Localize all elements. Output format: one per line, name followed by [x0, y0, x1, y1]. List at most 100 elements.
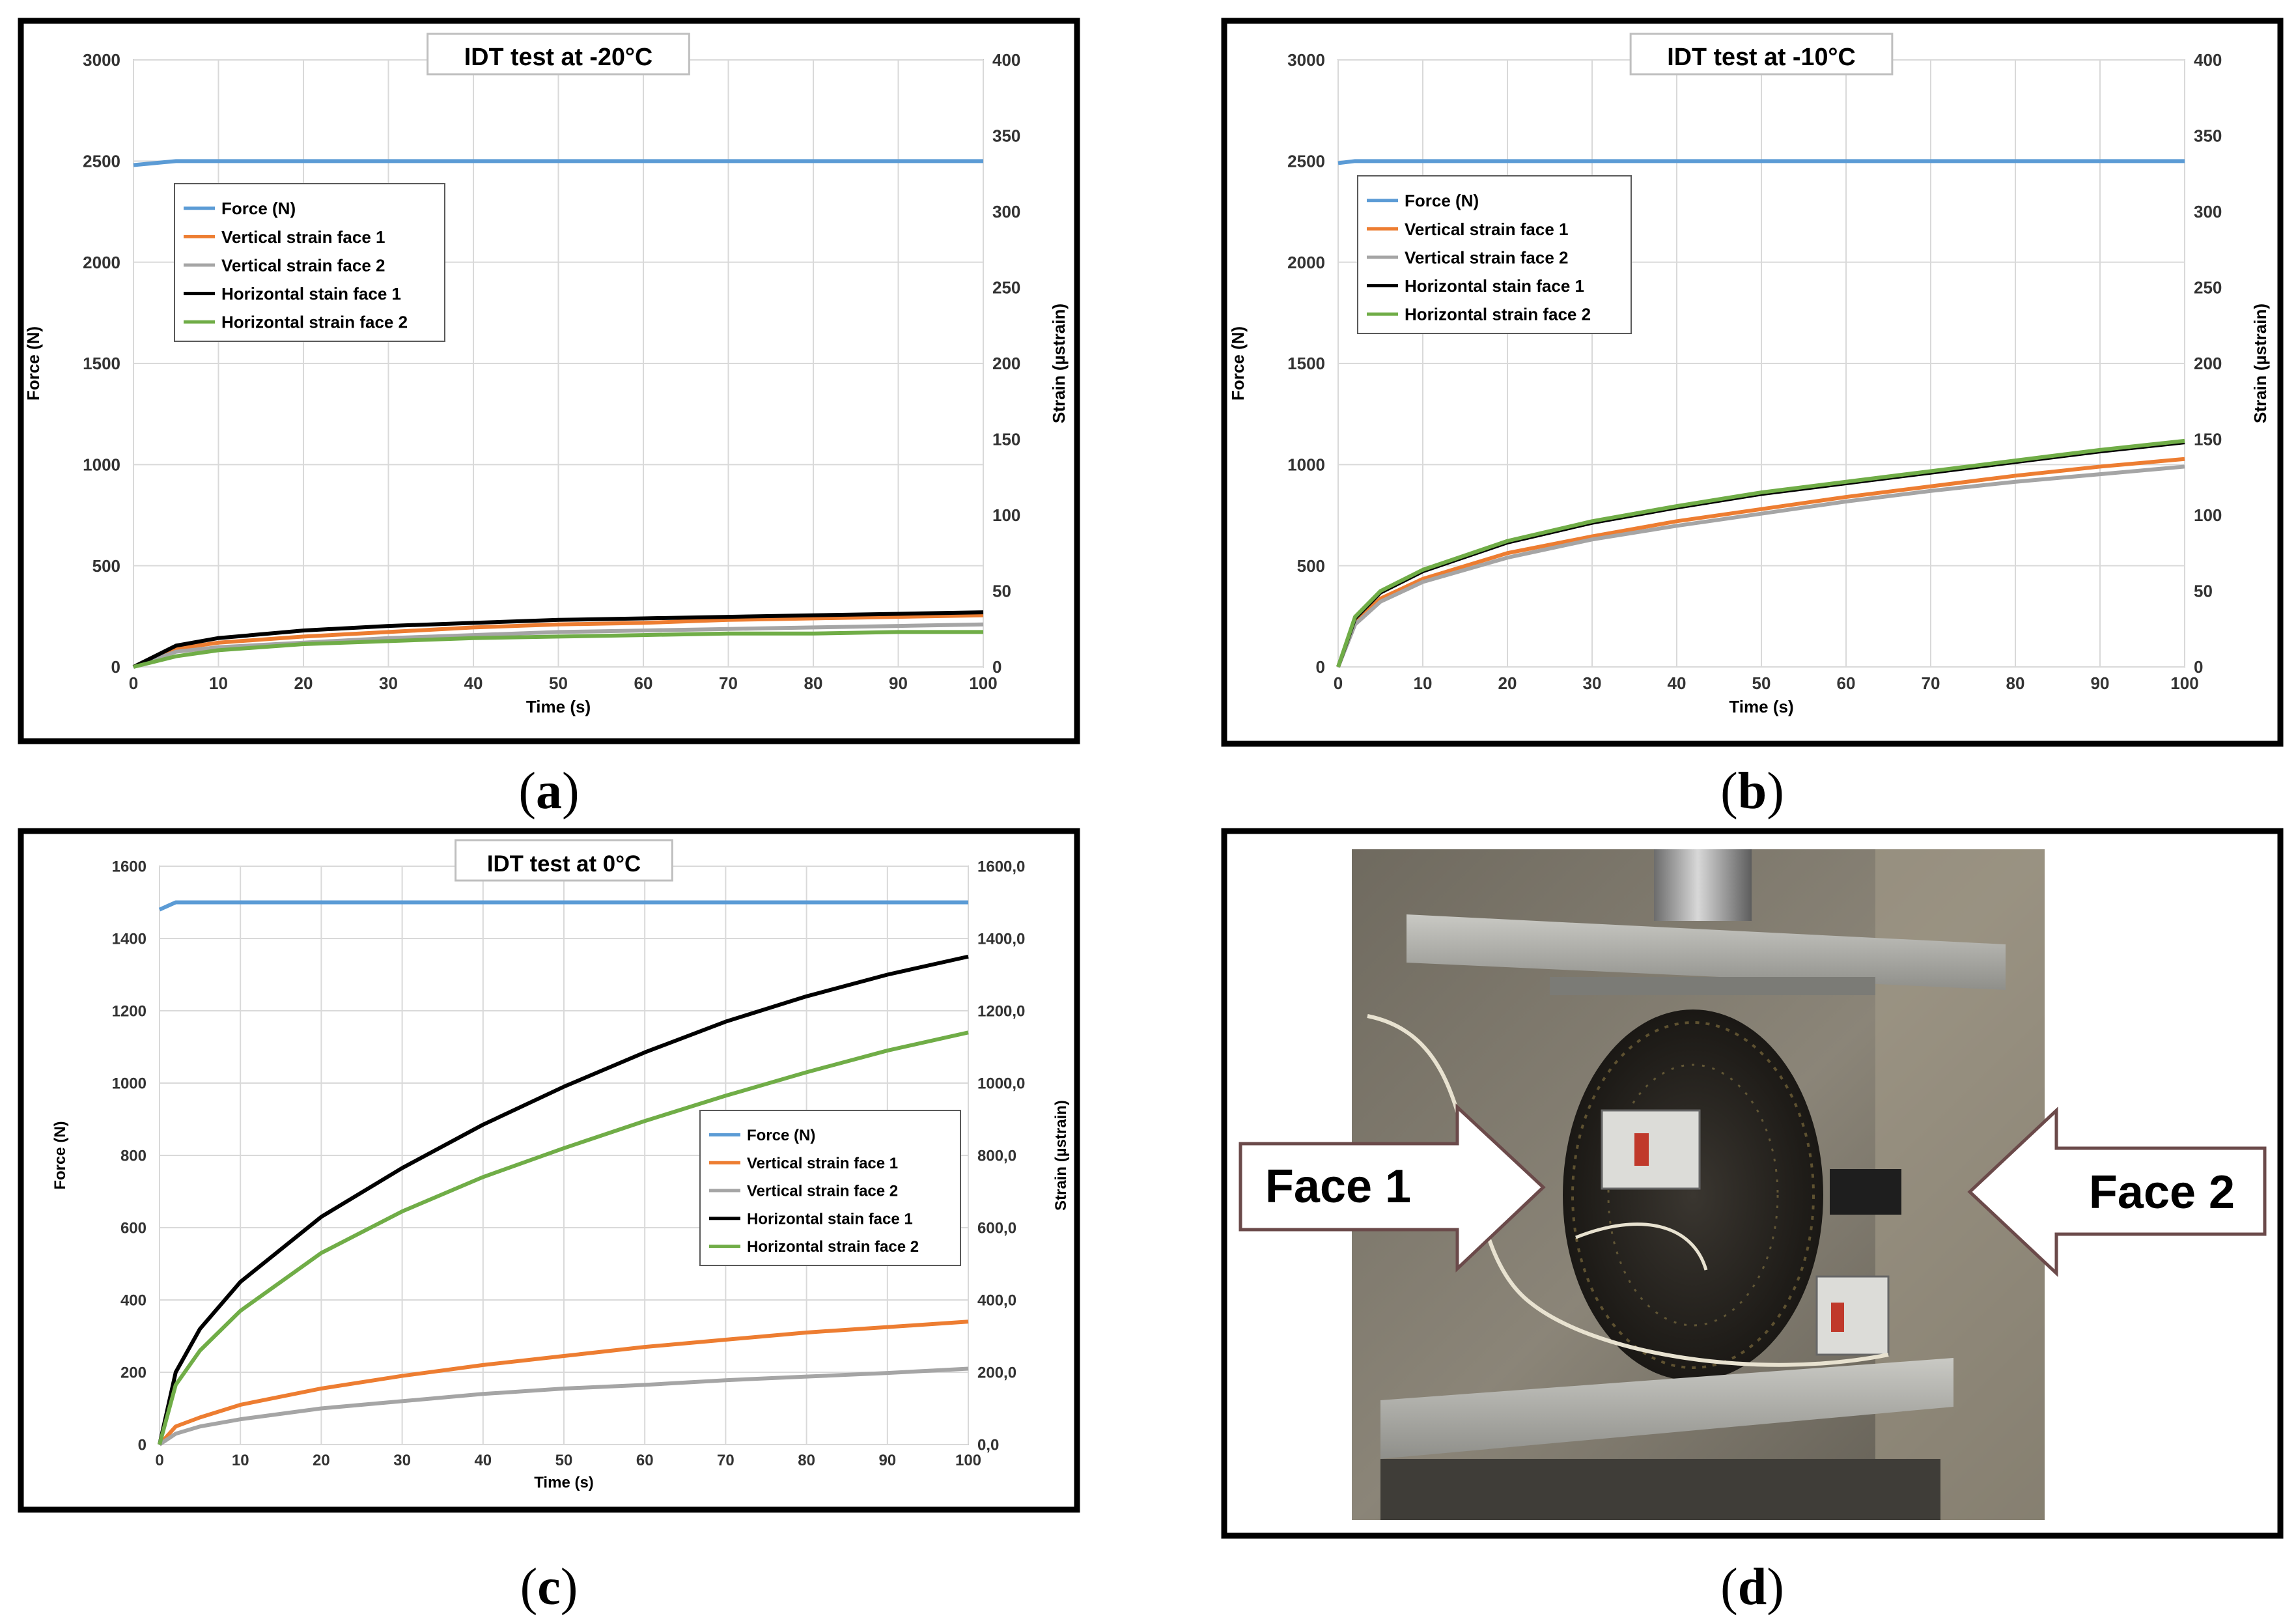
x-tick-label: 60 — [634, 673, 653, 693]
specimen-texture-inner — [1607, 1064, 1779, 1327]
y-tick-label: 1000 — [83, 455, 120, 474]
y2-tick-label: 300 — [992, 202, 1020, 221]
face-1-arrow — [1239, 1103, 1546, 1273]
x-tick-label: 20 — [1498, 673, 1517, 693]
legend-label: Vertical strain face 2 — [221, 255, 385, 275]
y2-tick-label: 0 — [2194, 657, 2203, 677]
legend-box — [1357, 175, 1632, 334]
y2-tick-label: 1600,0 — [977, 858, 1025, 875]
y-tick-label: 500 — [1297, 556, 1325, 576]
specimen-photo: Face 1 Face 2 — [1239, 849, 2267, 1520]
series-line-5 — [158, 1030, 969, 1445]
sensor-cable — [1367, 1014, 1889, 1367]
series-line-1 — [1337, 159, 2185, 165]
series-line-3 — [132, 622, 984, 669]
series-line-5 — [1336, 438, 2185, 668]
base-block — [1380, 1459, 1940, 1520]
legend-label: Horizontal stain face 1 — [221, 284, 401, 303]
chart-b: 0 10 20 30 40 50 60 70 80 90 100050010001500200025… — [1228, 33, 2270, 716]
y2-tick-label: 600,0 — [977, 1219, 1016, 1237]
x-tick-label: 40 — [464, 673, 483, 693]
upper-plate — [1407, 914, 2006, 990]
x-tick-label: 80 — [804, 673, 823, 693]
y-axis-label: Force (N) — [23, 326, 43, 401]
x-tick-label: 10 — [1414, 673, 1433, 693]
x-tick-label: 30 — [393, 1452, 411, 1469]
x-tick-label: 0 — [155, 1452, 163, 1469]
x-tick-label: 100 — [969, 673, 997, 693]
x-tick-label: 30 — [1583, 673, 1602, 693]
y2-tick-label: 200 — [2194, 354, 2222, 373]
face-1-label: Face 1 — [1265, 1161, 1411, 1213]
y2-tick-label: 800,0 — [977, 1147, 1016, 1164]
y2-tick-label: 1000,0 — [977, 1075, 1025, 1092]
specimen-texture — [1571, 1021, 1815, 1369]
x-axis-label: Time (s) — [526, 697, 591, 716]
y2-axis-label: Strain (µstrain) — [1049, 303, 1069, 423]
x-tick-label: 70 — [719, 673, 738, 693]
y2-tick-label: 250 — [2194, 278, 2222, 298]
series-line-5 — [133, 630, 983, 669]
legend-label: Vertical strain face 1 — [747, 1155, 898, 1172]
series-line-4 — [132, 610, 984, 669]
y-tick-label: 0 — [138, 1436, 147, 1454]
x-tick-label: 20 — [294, 673, 313, 693]
lvdt-face-1-mark — [1634, 1133, 1649, 1166]
y-tick-label: 2000 — [1287, 253, 1325, 272]
chart-title-box — [455, 839, 673, 882]
y-tick-label: 2500 — [83, 151, 120, 171]
series-line-3 — [158, 1366, 969, 1447]
y2-tick-label: 400 — [992, 50, 1020, 70]
x-tick-label: 10 — [209, 673, 228, 693]
x-tick-label: 40 — [474, 1452, 492, 1469]
y2-tick-label: 0 — [992, 657, 1001, 677]
caption-d: (d) — [1720, 1559, 1784, 1616]
x-tick-label: 50 — [1752, 673, 1771, 693]
x-tick-label: 80 — [2006, 673, 2025, 693]
y-tick-label: 600 — [120, 1219, 147, 1237]
x-tick-label: 50 — [555, 1452, 573, 1469]
y-tick-label: 0 — [1316, 657, 1325, 677]
x-tick-label: 50 — [549, 673, 568, 693]
legend-label: Vertical strain face 2 — [1405, 247, 1568, 267]
y2-tick-label: 400 — [2194, 50, 2222, 70]
y2-tick-label: 250 — [992, 278, 1020, 298]
y2-tick-label: 150 — [2194, 430, 2222, 449]
y2-tick-label: 50 — [2194, 582, 2213, 601]
piston — [1654, 849, 1752, 921]
y-tick-label: 500 — [92, 556, 120, 576]
y2-tick-label: 400,0 — [977, 1291, 1016, 1309]
y-tick-label: 400 — [120, 1291, 147, 1309]
y2-tick-label: 350 — [2194, 126, 2222, 146]
y2-tick-label: 50 — [992, 582, 1011, 601]
y-tick-label: 1400 — [112, 930, 147, 948]
sensor-right — [1830, 1169, 1901, 1215]
asphalt-specimen — [1563, 1009, 1823, 1381]
legend-label: Horizontal strain face 2 — [221, 313, 408, 332]
legend-label: Horizontal stain face 1 — [1405, 276, 1584, 296]
x-tick-label: 70 — [1922, 673, 1940, 693]
chart-c: 0 10 20 30 40 50 60 70 80 90 100020040060080010001… — [51, 839, 1070, 1491]
y-tick-label: 1600 — [112, 858, 147, 875]
legend-label: Vertical strain face 1 — [221, 227, 385, 247]
chart-title: IDT test at -10°C — [1667, 43, 1855, 70]
series-line-3 — [1336, 464, 2185, 668]
legend-box — [699, 1110, 961, 1266]
face-2-label: Face 2 — [2089, 1166, 2235, 1219]
chart-title: IDT test at 0°C — [487, 851, 641, 877]
y2-tick-label: 100 — [992, 505, 1020, 525]
series-line-1 — [158, 900, 968, 912]
lvdt-face-1 — [1601, 1109, 1701, 1190]
chart-title-box — [1629, 33, 1894, 76]
upper-plate-underside — [1550, 977, 1875, 995]
x-tick-label: 100 — [955, 1452, 981, 1469]
y-tick-label: 1200 — [112, 1002, 147, 1020]
x-tick-label: 20 — [313, 1452, 330, 1469]
legend-label: Horizontal strain face 2 — [747, 1238, 919, 1256]
y-tick-label: 200 — [120, 1364, 147, 1381]
legend-label: Force (N) — [1405, 191, 1479, 210]
chart-title-box — [427, 33, 690, 76]
caption-b: (b) — [1720, 763, 1784, 820]
caption-c: (c) — [520, 1559, 578, 1616]
